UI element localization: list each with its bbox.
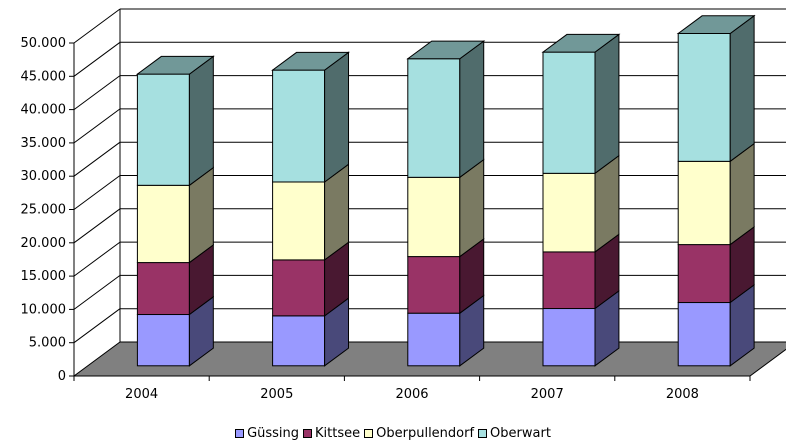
legend-item: Güssing: [235, 426, 299, 441]
bar-segment-top: [676, 15, 756, 34]
bar-segment: [542, 51, 596, 174]
legend-swatch: [235, 428, 245, 438]
gridline-side: [73, 141, 121, 177]
bar-segment: [407, 58, 461, 178]
y-tick-label: 10.000: [21, 302, 67, 317]
bar-segment: [272, 315, 326, 367]
bar-segment: [407, 312, 461, 367]
y-tick-label: 25.000: [21, 203, 67, 218]
y-tick-label: 45.000: [21, 69, 67, 84]
y-tick-label: 0: [58, 369, 66, 384]
y-tick-label: 40.000: [21, 103, 67, 118]
x-tick-label: 2008: [666, 387, 699, 402]
bar-segment-side: [459, 40, 485, 179]
y-tick-label: 50.000: [21, 36, 67, 51]
bar-segment: [542, 172, 596, 253]
y-tick-label: 15.000: [21, 269, 67, 284]
legend-label: Oberwart: [490, 425, 551, 441]
bar-segment: [542, 251, 596, 310]
legend: Güssing Kittsee Oberpullendorf Oberwart: [0, 424, 786, 442]
bar-segment: [677, 160, 731, 246]
bar-segment: [272, 259, 326, 317]
bar-segment: [407, 176, 461, 258]
bar-segment: [136, 314, 190, 367]
bar-segment: [136, 73, 190, 186]
legend-label: Oberpullendorf: [376, 425, 475, 441]
chart: 0 5.000 10.000 15.000 20.000 25.000 30.000 35.0…: [21, 8, 786, 402]
y-tick-label: 35.000: [21, 136, 67, 151]
bar-segment-side: [324, 51, 350, 183]
bar-segment-side: [188, 55, 214, 187]
y-tick-label: 30.000: [21, 169, 67, 184]
bar-segment: [677, 302, 731, 367]
bar-segment: [272, 69, 326, 183]
legend-item: Oberpullendorf: [364, 426, 474, 441]
bar-segment-side: [729, 14, 755, 163]
bar-segment: [677, 244, 731, 304]
gridline-side: [73, 274, 121, 310]
bar-segment-top: [541, 33, 621, 53]
bar-segment-side: [594, 33, 620, 175]
bar-segment: [136, 184, 190, 264]
gridline-side: [73, 241, 121, 277]
bar-segment: [136, 262, 190, 316]
y-tick-label: 20.000: [21, 236, 67, 251]
legend-swatch: [364, 428, 374, 438]
bar-segment: [272, 181, 326, 261]
bar-segment-top: [271, 51, 351, 71]
gridline-side: [73, 41, 121, 77]
gridline-side: [73, 308, 121, 344]
x-tick-label: 2004: [125, 387, 158, 402]
x-tick-label: 2005: [260, 387, 293, 402]
x-tick-label: 2006: [395, 387, 428, 402]
legend-label: Kittsee: [315, 425, 361, 441]
legend-swatch: [303, 428, 313, 438]
legend-label: Güssing: [247, 425, 300, 441]
bar-segment-top: [135, 55, 215, 75]
legend-item: Kittsee: [303, 426, 360, 441]
gridline-side: [73, 108, 121, 144]
bar-segment: [407, 256, 461, 314]
bar-segment: [677, 32, 731, 162]
bar-segment: [542, 308, 596, 367]
legend-swatch: [478, 428, 488, 438]
y-tick-label: 5.000: [29, 336, 66, 351]
gridline-side: [73, 75, 121, 111]
legend-item: Oberwart: [478, 426, 551, 441]
gridline-side: [73, 175, 121, 210]
gridline-side: [73, 208, 121, 244]
gridline-side: [73, 8, 121, 44]
x-tick-label: 2007: [531, 387, 564, 402]
bar-segment-top: [406, 40, 486, 60]
